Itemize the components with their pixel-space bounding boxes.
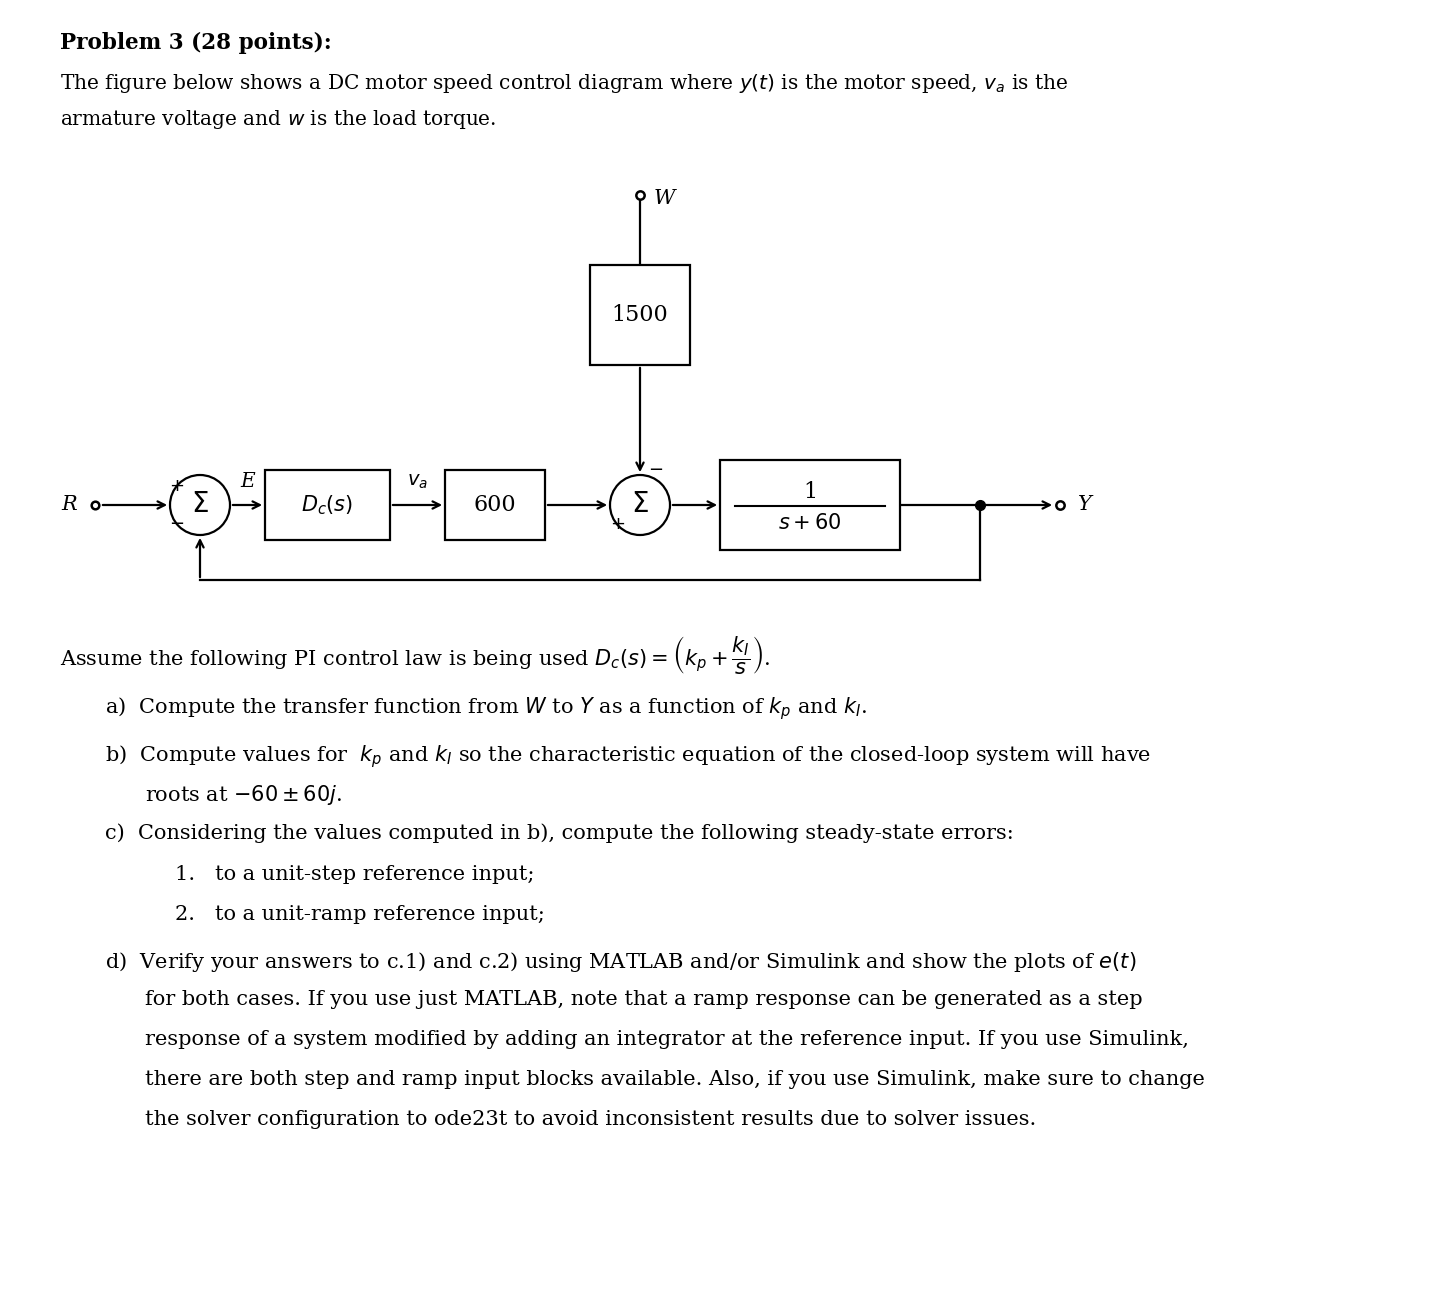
FancyBboxPatch shape [719,461,900,550]
Text: armature voltage and $w$ is the load torque.: armature voltage and $w$ is the load tor… [60,108,497,131]
Text: Y: Y [1078,496,1091,514]
Text: the solver configuration to ode23t to avoid inconsistent results due to solver i: the solver configuration to ode23t to av… [145,1110,1037,1130]
FancyBboxPatch shape [445,470,546,541]
Text: The figure below shows a DC motor speed control diagram where $y(t)$ is the moto: The figure below shows a DC motor speed … [60,72,1068,94]
Text: W: W [653,189,675,207]
Text: +: + [610,516,626,533]
Text: $s + 60$: $s + 60$ [778,513,841,533]
Text: there are both step and ramp input blocks available. Also, if you use Simulink, : there are both step and ramp input block… [145,1071,1205,1089]
Text: response of a system modified by adding an integrator at the reference input. If: response of a system modified by adding … [145,1030,1189,1050]
Text: 1: 1 [803,482,817,502]
Text: 2.   to a unit-ramp reference input;: 2. to a unit-ramp reference input; [175,905,544,924]
Text: for both cases. If you use just MATLAB, note that a ramp response can be generat: for both cases. If you use just MATLAB, … [145,991,1143,1009]
Text: $v_a$: $v_a$ [406,472,428,491]
Text: 1.   to a unit-step reference input;: 1. to a unit-step reference input; [175,865,534,884]
Text: $D_c(s)$: $D_c(s)$ [302,493,353,517]
Text: R: R [62,496,78,514]
Text: c)  Considering the values computed in b), compute the following steady-state er: c) Considering the values computed in b)… [105,823,1014,842]
Text: roots at $-60 \pm 60j$.: roots at $-60 \pm 60j$. [145,783,342,807]
FancyBboxPatch shape [266,470,391,541]
Text: −: − [169,516,185,533]
Text: +: + [169,478,184,495]
Text: 1500: 1500 [612,304,668,325]
Text: d)  Verify your answers to c.1) and c.2) using MATLAB and/or Simulink and show t: d) Verify your answers to c.1) and c.2) … [105,950,1136,974]
Text: $\Sigma$: $\Sigma$ [632,492,649,518]
Text: E: E [240,472,254,491]
Text: Assume the following PI control law is being used $D_c(s) = \left(k_p + \dfrac{k: Assume the following PI control law is b… [60,635,771,677]
FancyBboxPatch shape [590,265,691,365]
Text: a)  Compute the transfer function from $W$ to $Y$ as a function of $k_p$ and $k_: a) Compute the transfer function from $W… [105,695,867,722]
Text: 600: 600 [474,495,517,516]
Text: $\Sigma$: $\Sigma$ [191,492,208,518]
Text: Problem 3 (28 points):: Problem 3 (28 points): [60,31,332,54]
Text: −: − [648,461,663,479]
Text: b)  Compute values for  $k_p$ and $k_I$ so the characteristic equation of the cl: b) Compute values for $k_p$ and $k_I$ so… [105,743,1152,770]
